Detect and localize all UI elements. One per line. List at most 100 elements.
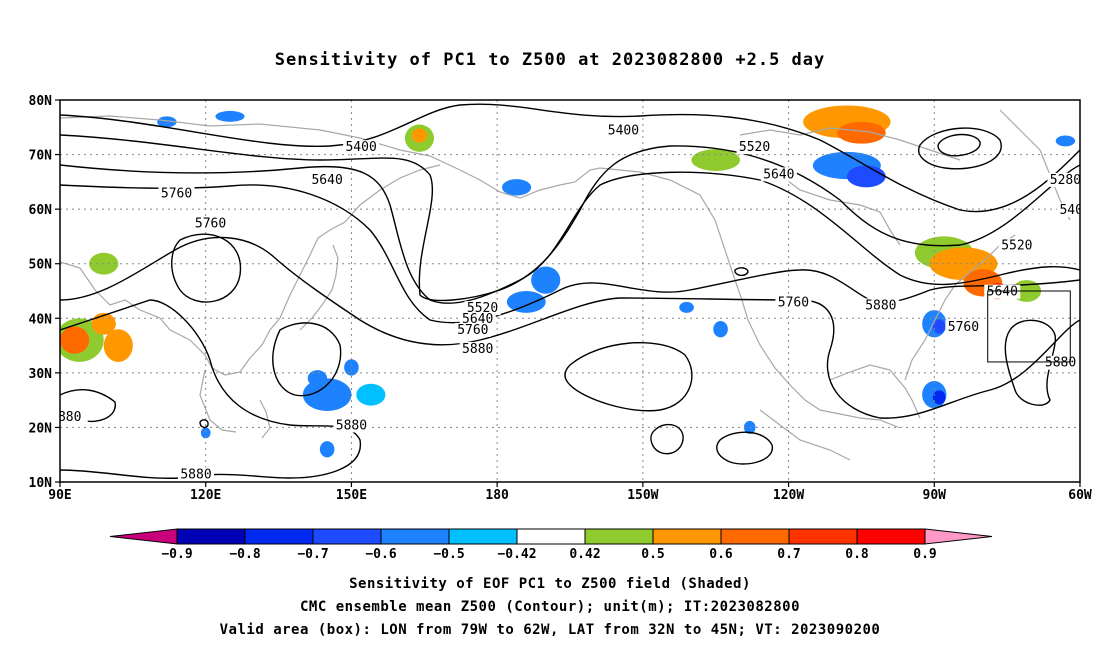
colorbar-swatch: [448, 528, 518, 545]
lon-tick-label: 180: [485, 488, 509, 503]
sensitivity-patch: [932, 319, 946, 334]
sensitivity-patch: [302, 378, 352, 412]
lat-tick-label: 50N: [29, 258, 53, 273]
contour-label: 5880: [862, 298, 899, 313]
sensitivity-patch: [679, 301, 694, 313]
lon-tick-label: 120E: [190, 488, 221, 503]
lat-tick-label: 30N: [29, 367, 53, 382]
colorbar-tick-label: −0.5: [433, 547, 464, 562]
svg-text:5880: 5880: [865, 298, 896, 313]
contour-small-2: [199, 419, 209, 429]
svg-text:5880: 5880: [462, 342, 493, 357]
colorbar-tick-label: 0.7: [777, 547, 800, 562]
svg-text:5640: 5640: [763, 167, 794, 182]
svg-text:5520: 5520: [739, 140, 770, 155]
svg-text:880: 880: [58, 410, 81, 425]
sensitivity-patch: [506, 291, 546, 313]
lat-tick-label: 20N: [29, 421, 53, 436]
contour-label: 5760: [775, 295, 812, 311]
lon-tick-label: 90E: [48, 488, 71, 503]
contour-label: 5760: [158, 186, 195, 202]
colorbar-swatch: [176, 528, 246, 545]
contour-5400: [60, 103, 1080, 213]
contour-label: 5400: [605, 123, 642, 139]
colorbar-tick-label: −0.9: [161, 547, 192, 562]
colorbar-swatch: [584, 528, 654, 545]
colorbar-tick-label: 0.5: [641, 547, 664, 562]
svg-text:5880: 5880: [336, 418, 367, 433]
colorbar-swatch: [516, 528, 586, 545]
sensitivity-patch: [356, 383, 386, 406]
coastline-indochina: [199, 369, 237, 433]
colorbar: −0.9 −0.8 −0.7 −0.6 −0.5 −0.42 0.42 0.5 0.6 0.7 0.…: [109, 528, 993, 562]
sensitivity-patch: [319, 441, 335, 458]
latitude-axis: 10N 20N 30N 40N 50N 60N 70N 80N: [29, 94, 60, 491]
contour-label: 5640: [760, 167, 797, 182]
sensitivity-patch: [531, 266, 561, 294]
sensitivity-patch: [103, 329, 133, 362]
sensitivity-patch: [501, 179, 532, 196]
colorbar-tick-label: 0.6: [709, 547, 733, 562]
contour-label: 5520: [998, 238, 1035, 253]
coastline-north-america: [599, 167, 901, 429]
contour-label: 5400: [343, 140, 380, 155]
sensitivity-patch: [837, 121, 886, 144]
colorbar-low-extend: [109, 528, 178, 545]
sensitivity-patch: [743, 420, 756, 434]
svg-text:5400: 5400: [1059, 203, 1090, 218]
svg-text:5520: 5520: [1001, 238, 1032, 253]
svg-text:5280: 5280: [1050, 173, 1081, 188]
contour-5880-atlantic: [1004, 319, 1056, 406]
colorbar-swatch: [380, 528, 450, 545]
svg-text:5880: 5880: [180, 468, 211, 483]
contour-label: 5880: [459, 342, 496, 357]
contour-label: 880: [58, 410, 88, 425]
contour-5880-west-edge: [60, 388, 116, 422]
contour-label: 5760: [945, 320, 982, 335]
coastline-mexico: [759, 409, 851, 461]
colorbar-swatch: [856, 528, 926, 545]
contour-label: 5880: [1042, 355, 1079, 371]
contour-5880-central: [564, 341, 693, 412]
contour-label: 5280: [1047, 172, 1081, 188]
lon-tick-label: 120W: [773, 488, 804, 503]
svg-text:5760: 5760: [778, 296, 809, 311]
coastline-east-coast: [904, 234, 1016, 381]
lon-tick-label: 60W: [1068, 488, 1092, 503]
colorbar-tick-label: −0.6: [365, 547, 396, 562]
svg-text:5760: 5760: [161, 187, 192, 202]
plot-background: [60, 100, 1080, 482]
svg-text:5760: 5760: [195, 217, 226, 232]
colorbar-swatch: [788, 528, 858, 545]
sensitivity-patch: [60, 326, 90, 354]
sensitivity-patch: [200, 427, 211, 439]
contour-5760-closed-west: [171, 233, 242, 303]
svg-text:5640: 5640: [311, 173, 342, 188]
lat-tick-label: 10N: [29, 476, 53, 491]
lat-tick-label: 60N: [29, 203, 53, 218]
contour-5280-inner: [937, 133, 981, 157]
colorbar-tick-label: 0.8: [845, 547, 869, 562]
coastline-islands-arctic: [739, 127, 961, 161]
contour-small-1: [734, 267, 749, 277]
contour-label: 5760: [192, 216, 229, 232]
contour-5880-east-pacific: [716, 431, 773, 465]
contour-label: 5640: [309, 172, 346, 188]
contour-labels: 5400564057605760588058808805520564057605…: [58, 123, 1090, 483]
svg-text:5760: 5760: [457, 323, 488, 338]
sensitivity-patch: [713, 321, 728, 338]
plot-frame: [59, 99, 1081, 483]
contour-label: 5640: [984, 284, 1021, 300]
lat-tick-label: 70N: [29, 149, 53, 164]
colorbar-tick-label: 0.42: [569, 547, 600, 562]
sensitivity-patch: [344, 359, 359, 376]
contour-label: 5760: [454, 322, 491, 338]
valid-area-box: [987, 290, 1071, 363]
caption-valid-area: Valid area (box): LON from 79W to 62W, L…: [219, 622, 881, 638]
sensitivity-patch: [411, 128, 428, 143]
sensitivity-patch: [691, 149, 740, 171]
contour-label: 5880: [333, 418, 370, 433]
lon-tick-label: 150E: [336, 488, 367, 503]
sensitivity-patch: [307, 370, 328, 387]
